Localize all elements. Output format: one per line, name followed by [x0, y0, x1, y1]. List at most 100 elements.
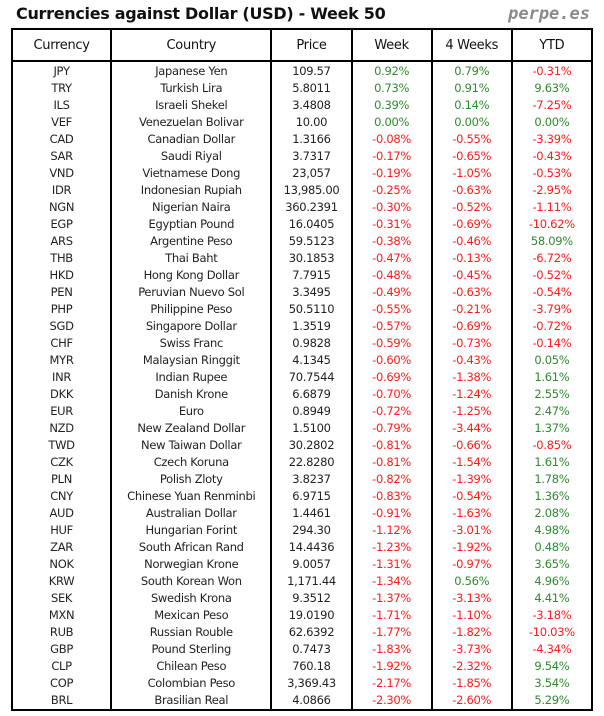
cell-country: Nigerian Naira [110, 199, 273, 216]
cell-4-weeks: -0.63% [430, 284, 513, 301]
cell-currency: SAR [10, 148, 113, 165]
cell-country: Norwegian Krone [110, 556, 273, 573]
cell-country: New Zealand Dollar [110, 420, 273, 437]
cell-week: -0.81% [350, 454, 433, 471]
cell-price: 59.5123 [270, 233, 353, 250]
table-row: DKK Danish Krone 6.6879 -0.70% -1.24% 2.55% [10, 386, 594, 403]
cell-4-weeks: -3.73% [430, 641, 513, 658]
brand-logo: perpe.es [508, 4, 590, 24]
cell-price: 10.00 [270, 114, 353, 131]
cell-price: 1.3519 [270, 318, 353, 335]
cell-week: -0.19% [350, 165, 433, 182]
cell-currency: JPY [10, 61, 113, 80]
cell-ytd: 9.54% [510, 658, 594, 675]
cell-country: Chinese Yuan Renminbi [110, 488, 273, 505]
cell-currency: AUD [10, 505, 113, 522]
cell-currency: TWD [10, 437, 113, 454]
cell-country: Hong Kong Dollar [110, 267, 273, 284]
table-row: TWD New Taiwan Dollar 30.2802 -0.81% -0.66% -… [10, 437, 594, 454]
cell-price: 4.0866 [270, 692, 353, 710]
cell-price: 3.3495 [270, 284, 353, 301]
cell-currency: SEK [10, 590, 113, 607]
cell-4-weeks: -0.54% [430, 488, 513, 505]
cell-price: 294.30 [270, 522, 353, 539]
cell-country: Israeli Shekel [110, 97, 273, 114]
cell-4-weeks: -0.69% [430, 318, 513, 335]
cell-week: -0.49% [350, 284, 433, 301]
cell-week: -0.25% [350, 182, 433, 199]
cell-price: 3.4808 [270, 97, 353, 114]
cell-currency: EGP [10, 216, 113, 233]
cell-4-weeks: -3.13% [430, 590, 513, 607]
cell-4-weeks: -1.05% [430, 165, 513, 182]
cell-country: Brasilian Real [110, 692, 273, 710]
cell-country: Swedish Krona [110, 590, 273, 607]
cell-currency: RUB [10, 624, 113, 641]
table-row: CNY Chinese Yuan Renminbi 6.9715 -0.83% -0.5… [10, 488, 594, 505]
cell-country: Peruvian Nuevo Sol [110, 284, 273, 301]
cell-4-weeks: -1.54% [430, 454, 513, 471]
cell-4-weeks: -1.25% [430, 403, 513, 420]
cell-ytd: -3.39% [510, 131, 594, 148]
cell-4-weeks: -0.43% [430, 352, 513, 369]
cell-price: 0.7473 [270, 641, 353, 658]
cell-week: -0.08% [350, 131, 433, 148]
cell-4-weeks: -0.55% [430, 131, 513, 148]
cell-price: 760.18 [270, 658, 353, 675]
cell-price: 30.2802 [270, 437, 353, 454]
header-week: Week [350, 28, 433, 62]
cell-currency: VND [10, 165, 113, 182]
cell-country: Vietnamese Dong [110, 165, 273, 182]
cell-week: -0.72% [350, 403, 433, 420]
cell-country: Swiss Franc [110, 335, 273, 352]
cell-country: Chilean Peso [110, 658, 273, 675]
cell-currency: KRW [10, 573, 113, 590]
cell-price: 0.9828 [270, 335, 353, 352]
cell-4-weeks: -0.66% [430, 437, 513, 454]
cell-4-weeks: -0.21% [430, 301, 513, 318]
table-row: ARS Argentine Peso 59.5123 -0.38% -0.46% 58.0… [10, 233, 594, 250]
cell-ytd: -0.85% [510, 437, 594, 454]
cell-price: 70.7544 [270, 369, 353, 386]
table-row: HKD Hong Kong Dollar 7.7915 -0.48% -0.45% -0.… [10, 267, 594, 284]
cell-price: 360.2391 [270, 199, 353, 216]
cell-week: -2.17% [350, 675, 433, 692]
cell-ytd: -0.43% [510, 148, 594, 165]
cell-ytd: 1.61% [510, 369, 594, 386]
cell-ytd: -10.03% [510, 624, 594, 641]
header-price: Price [270, 28, 353, 62]
cell-country: Czech Koruna [110, 454, 273, 471]
cell-ytd: 0.05% [510, 352, 594, 369]
cell-week: -0.79% [350, 420, 433, 437]
cell-price: 3.7317 [270, 148, 353, 165]
table-row: GBP Pound Sterling 0.7473 -1.83% -3.73% -4.34… [10, 641, 594, 658]
table-row: NOK Norwegian Krone 9.0057 -1.31% -0.97% 3.65… [10, 556, 594, 573]
cell-price: 50.5110 [270, 301, 353, 318]
cell-week: -0.70% [350, 386, 433, 403]
cell-currency: GBP [10, 641, 113, 658]
cell-country: Turkish Lira [110, 80, 273, 97]
cell-price: 4.1345 [270, 352, 353, 369]
cell-week: -0.91% [350, 505, 433, 522]
table-row: ILS Israeli Shekel 3.4808 0.39% 0.14% -7.25% [10, 97, 594, 114]
cell-week: -0.60% [350, 352, 433, 369]
cell-price: 22.8280 [270, 454, 353, 471]
cell-4-weeks: -1.38% [430, 369, 513, 386]
header-4-weeks: 4 Weeks [430, 28, 513, 62]
cell-currency: NZD [10, 420, 113, 437]
cell-currency: CZK [10, 454, 113, 471]
cell-currency: CHF [10, 335, 113, 352]
cell-country: Venezuelan Bolivar [110, 114, 273, 131]
cell-4-weeks: 0.91% [430, 80, 513, 97]
table-row: SEK Swedish Krona 9.3512 -1.37% -3.13% 4.41% [10, 590, 594, 607]
cell-currency: INR [10, 369, 113, 386]
cell-currency: TRY [10, 80, 113, 97]
cell-4-weeks: -2.32% [430, 658, 513, 675]
cell-4-weeks: 0.00% [430, 114, 513, 131]
cell-currency: VEF [10, 114, 113, 131]
cell-ytd: -3.79% [510, 301, 594, 318]
cell-currency: PLN [10, 471, 113, 488]
cell-ytd: 5.29% [510, 692, 594, 710]
cell-4-weeks: 0.56% [430, 573, 513, 590]
cell-week: -0.82% [350, 471, 433, 488]
